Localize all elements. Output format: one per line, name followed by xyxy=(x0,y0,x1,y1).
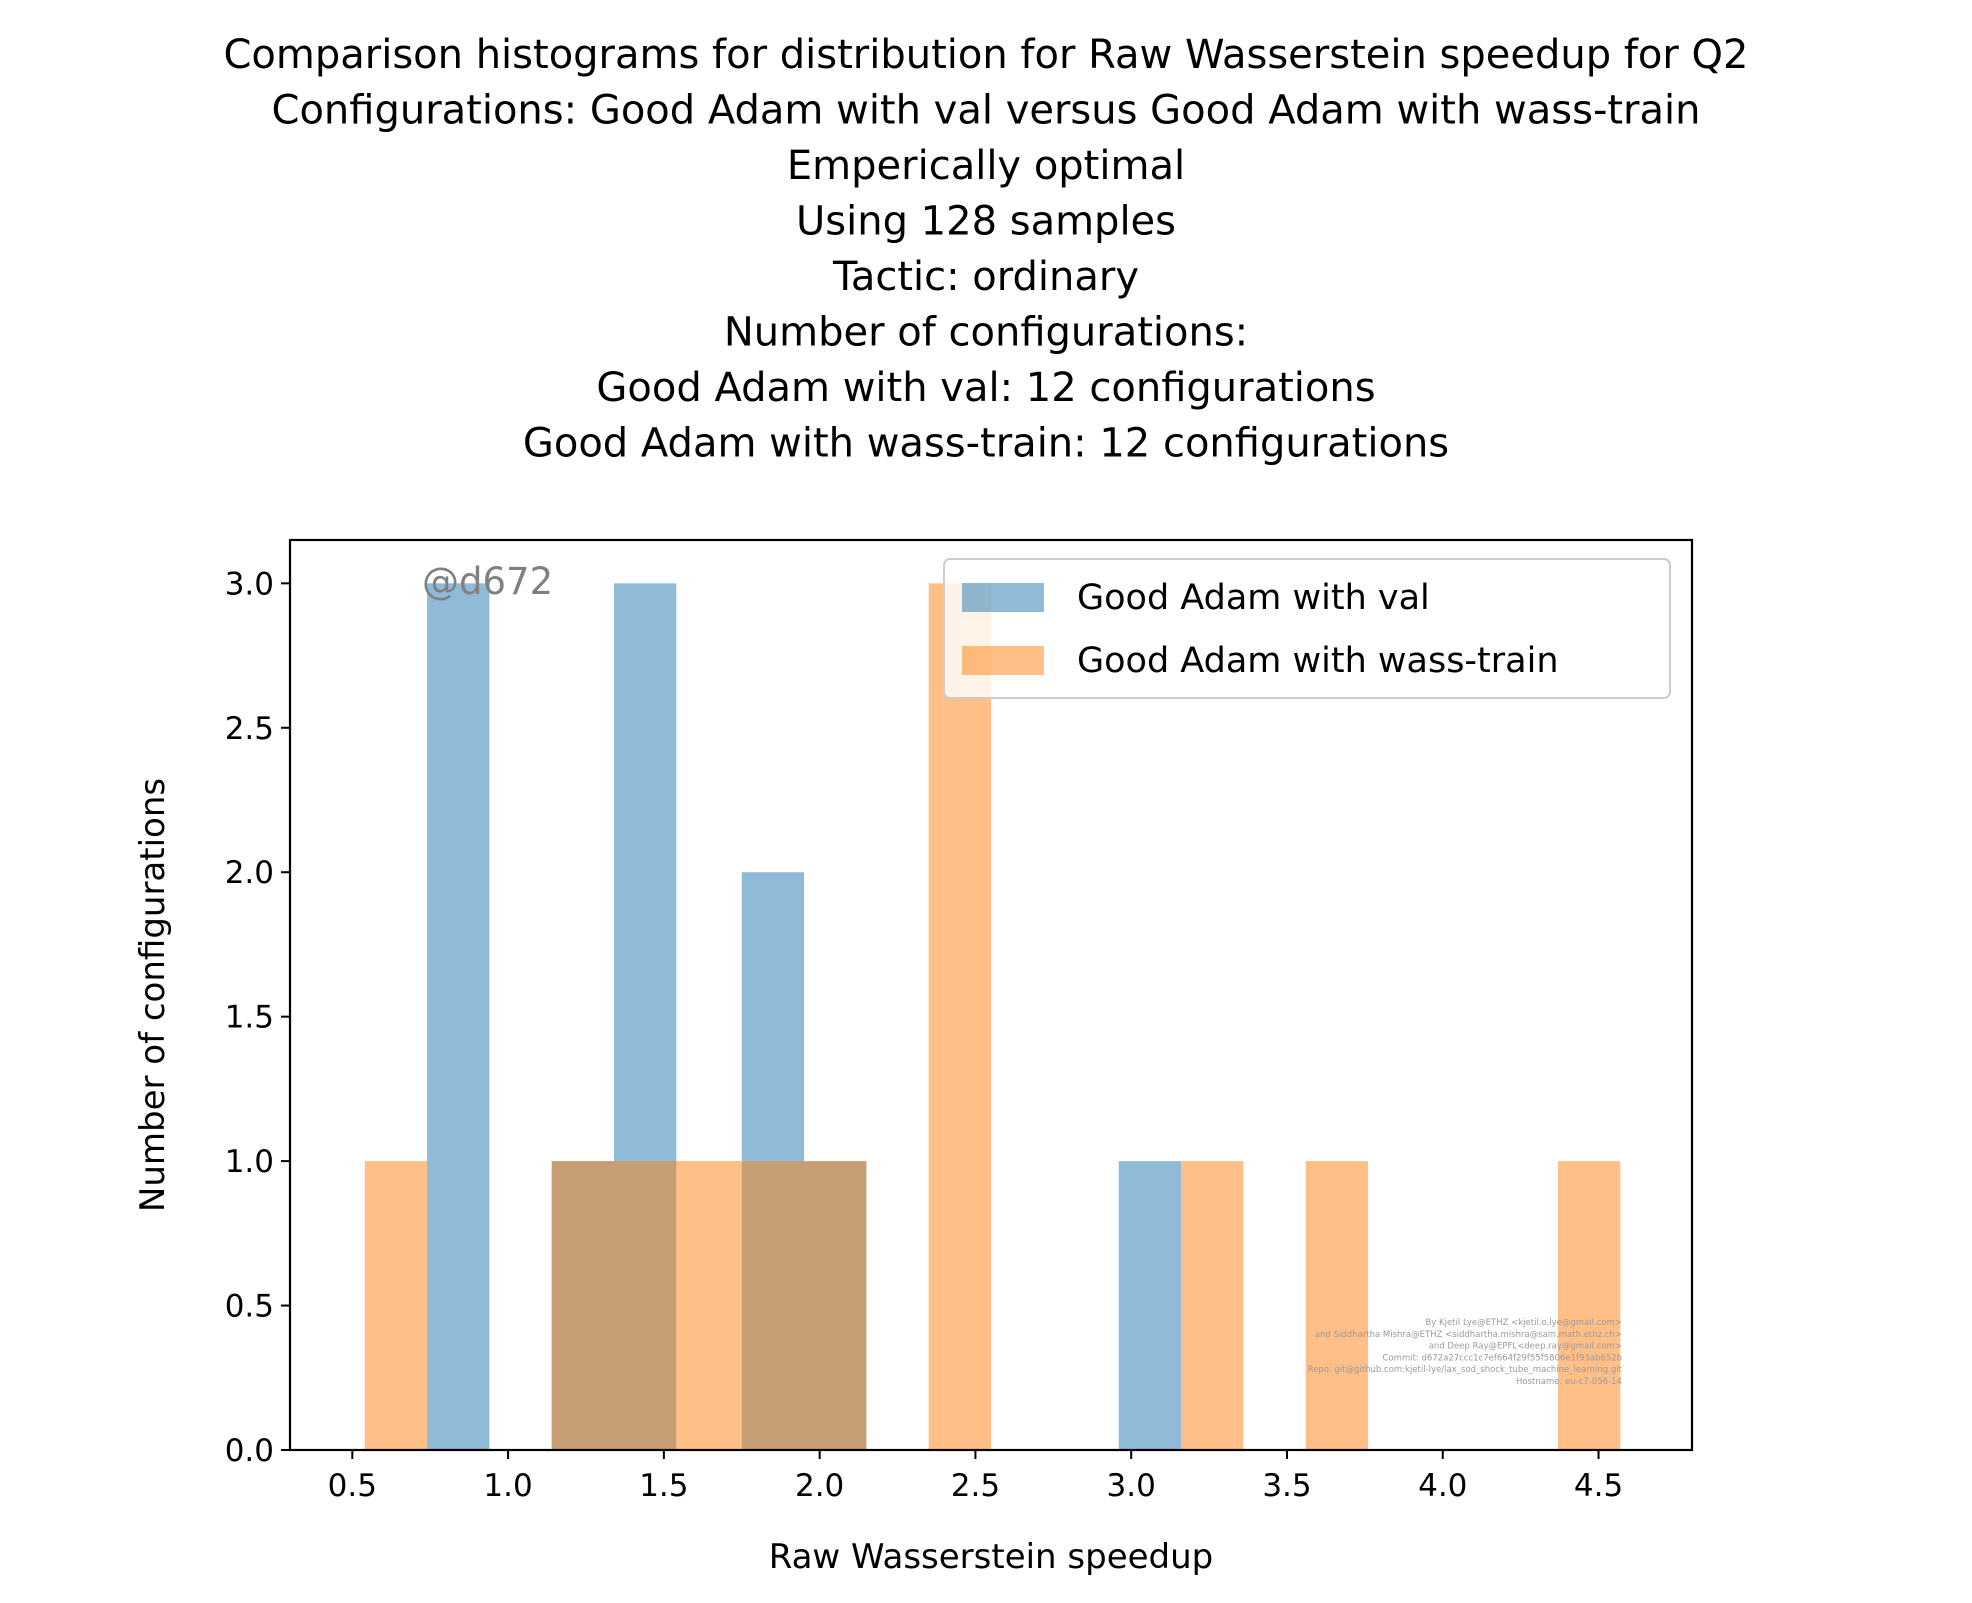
bar-wass-train xyxy=(1181,1161,1244,1450)
y-tick-label: 2.0 xyxy=(225,855,274,891)
bar-wass-train xyxy=(551,1161,615,1450)
y-tick-label: 0.0 xyxy=(225,1433,274,1469)
credit-line: and Deep Ray@EPFL<deep.ray@gmail.com> xyxy=(1429,1342,1622,1352)
y-axis-label: Number of configurations xyxy=(133,778,173,1212)
credit-line: and Siddhartha Mishra@ETHZ <siddhartha.m… xyxy=(1315,1330,1622,1340)
x-axis-label: Raw Wasserstein speedup xyxy=(769,1537,1214,1577)
y-tick-label: 3.0 xyxy=(225,566,274,602)
bar-wass-train xyxy=(804,1161,867,1450)
x-tick-label: 1.0 xyxy=(483,1468,532,1504)
x-tick-label: 3.5 xyxy=(1262,1468,1311,1504)
legend-box xyxy=(943,558,1671,699)
watermark-label: @d672 xyxy=(422,560,553,603)
legend-swatch-wass-train xyxy=(962,646,1044,675)
y-axis-ticks: 0.0 0.5 1.0 1.5 2.0 2.5 3.0 xyxy=(225,566,290,1469)
bar-wass-train xyxy=(364,1161,428,1450)
bar-val xyxy=(1118,1161,1182,1450)
bar-wass-train xyxy=(614,1161,677,1450)
bar-wass-train xyxy=(928,583,991,1450)
bar-wass-train xyxy=(741,1161,805,1450)
y-tick-label: 0.5 xyxy=(225,1289,274,1325)
legend: Good Adam with val Good Adam with wass-t… xyxy=(943,558,1671,699)
credit-line: Hostname: eu-c7-056-14 xyxy=(1516,1377,1622,1387)
bar-val xyxy=(427,583,490,1450)
x-tick-label: 0.5 xyxy=(328,1468,377,1504)
credit-line: By Kjetil Lye@ETHZ <kjetil.o.lye@gmail.c… xyxy=(1425,1318,1622,1328)
histogram-bars xyxy=(364,583,1621,1450)
x-tick-label: 3.0 xyxy=(1107,1468,1156,1504)
credit-line: Repo: git@github.com:kjetil-lye/lax_sod_… xyxy=(1308,1365,1623,1375)
chart-title: Comparison histograms for distribution f… xyxy=(224,32,1749,467)
credits-text: By Kjetil Lye@ETHZ <kjetil.o.lye@gmail.c… xyxy=(1308,1318,1623,1387)
title-line: Good Adam with val: 12 configurations xyxy=(596,365,1375,411)
title-line: Comparison histograms for distribution f… xyxy=(224,32,1749,78)
x-tick-label: 2.5 xyxy=(951,1468,1000,1504)
legend-swatch-val xyxy=(962,583,1044,612)
plot-frame xyxy=(288,538,1694,1452)
y-tick-label: 1.0 xyxy=(225,1144,274,1180)
title-line: Using 128 samples xyxy=(796,199,1176,245)
bar-wass-train xyxy=(1558,1161,1621,1450)
legend-label-val: Good Adam with val xyxy=(1077,578,1430,618)
x-tick-label: 1.5 xyxy=(639,1468,688,1504)
x-axis-ticks: 0.5 1.0 1.5 2.0 2.5 3.0 3.5 4.0 4.5 xyxy=(328,1450,1623,1504)
x-tick-label: 4.0 xyxy=(1418,1468,1467,1504)
y-tick-label: 2.5 xyxy=(225,711,274,747)
x-tick-label: 4.5 xyxy=(1574,1468,1623,1504)
title-line: Emperically optimal xyxy=(787,143,1185,189)
bar-wass-train xyxy=(1305,1161,1368,1450)
legend-label-wass-train: Good Adam with wass-train xyxy=(1077,641,1559,681)
y-tick-label: 1.5 xyxy=(225,1000,274,1036)
credit-line: Commit: d672a27ccc1c7ef664f29f55f5806e1f… xyxy=(1383,1353,1622,1363)
bar-wass-train xyxy=(676,1161,742,1450)
title-line: Configurations: Good Adam with val versu… xyxy=(272,88,1701,134)
title-line: Tactic: ordinary xyxy=(832,254,1139,300)
title-line: Good Adam with wass-train: 12 configurat… xyxy=(523,421,1449,467)
title-line: Number of configurations: xyxy=(724,310,1248,356)
x-tick-label: 2.0 xyxy=(795,1468,844,1504)
